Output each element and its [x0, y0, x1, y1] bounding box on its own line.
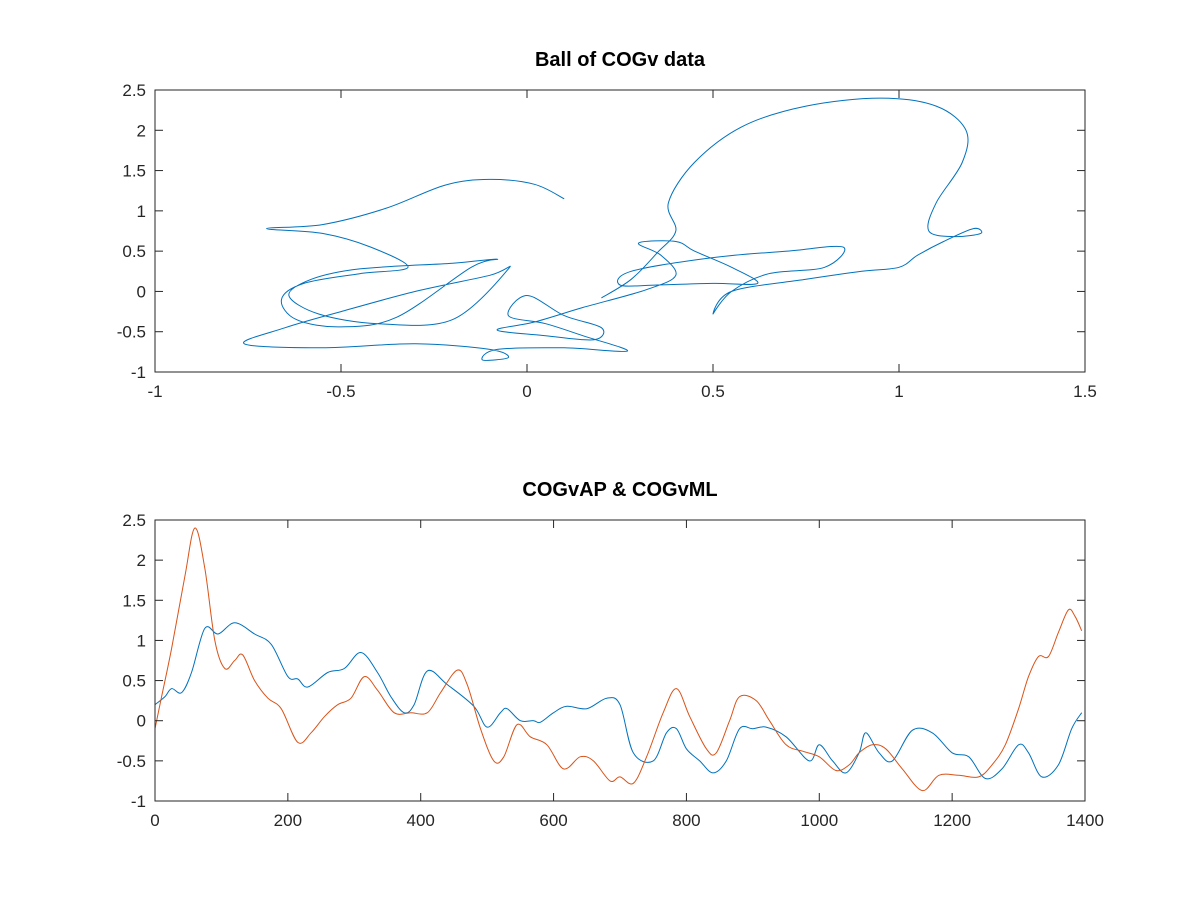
- x-tick-label: 200: [274, 811, 302, 830]
- y-tick-label: -1: [131, 363, 146, 382]
- subplot-cogvap-cogvml: COGvAP & COGvML 0 200 400 600 800 1000 1200 140…: [117, 479, 1104, 830]
- y-tick-label: 0.5: [122, 242, 146, 261]
- y-tick-label: -0.5: [117, 323, 146, 342]
- axis-ticks: -1 -0.5 0 0.5 1 1.5 -1 -0.5 0 0.5 1 1.5 2 2.5: [117, 81, 1097, 401]
- subplot-ball-of-cogv: Ball of COGv data -1 -0.5 0 0.5 1 1.5 -1 -0.5 0 0…: [117, 49, 1097, 401]
- y-tick-label: 1: [137, 631, 146, 650]
- x-tick-label: 1000: [800, 811, 838, 830]
- plot-area: [243, 97, 983, 361]
- chart-title: COGvAP & COGvML: [522, 479, 717, 501]
- x-tick-label: 1400: [1066, 811, 1104, 830]
- series-line-2: [154, 527, 1083, 792]
- y-tick-label: 1.5: [122, 162, 146, 181]
- plot-area: [154, 527, 1083, 792]
- axis-ticks: 0 200 400 600 800 1000 1200 1400 -1 -0.5 0 0.5 1 1.5 2…: [117, 511, 1104, 830]
- series-line-1: [154, 622, 1083, 780]
- chart-title: Ball of COGv data: [535, 49, 706, 71]
- y-tick-label: 2.5: [122, 511, 146, 530]
- y-tick-label: 2: [137, 121, 146, 140]
- x-tick-label: 600: [539, 811, 567, 830]
- x-tick-label: 800: [672, 811, 700, 830]
- y-tick-label: 2.5: [122, 81, 146, 100]
- x-tick-label: -0.5: [326, 382, 355, 401]
- y-tick-label: -1: [131, 792, 146, 811]
- x-tick-label: 0: [522, 382, 531, 401]
- series-line-1: [243, 97, 983, 361]
- y-tick-label: 1: [137, 202, 146, 221]
- axes-box: [154, 519, 1086, 802]
- x-tick-label: 0: [150, 811, 159, 830]
- y-tick-label: 2: [137, 551, 146, 570]
- y-tick-label: 0: [137, 712, 146, 731]
- axes-box: [154, 89, 1086, 373]
- y-tick-label: -0.5: [117, 752, 146, 771]
- x-tick-label: -1: [147, 382, 162, 401]
- x-tick-label: 1.5: [1073, 382, 1097, 401]
- x-tick-label: 1200: [933, 811, 971, 830]
- y-tick-label: 1.5: [122, 591, 146, 610]
- y-tick-label: 0: [137, 282, 146, 301]
- x-tick-label: 400: [407, 811, 435, 830]
- x-tick-label: 0.5: [701, 382, 725, 401]
- y-tick-label: 0.5: [122, 672, 146, 691]
- x-tick-label: 1: [894, 382, 903, 401]
